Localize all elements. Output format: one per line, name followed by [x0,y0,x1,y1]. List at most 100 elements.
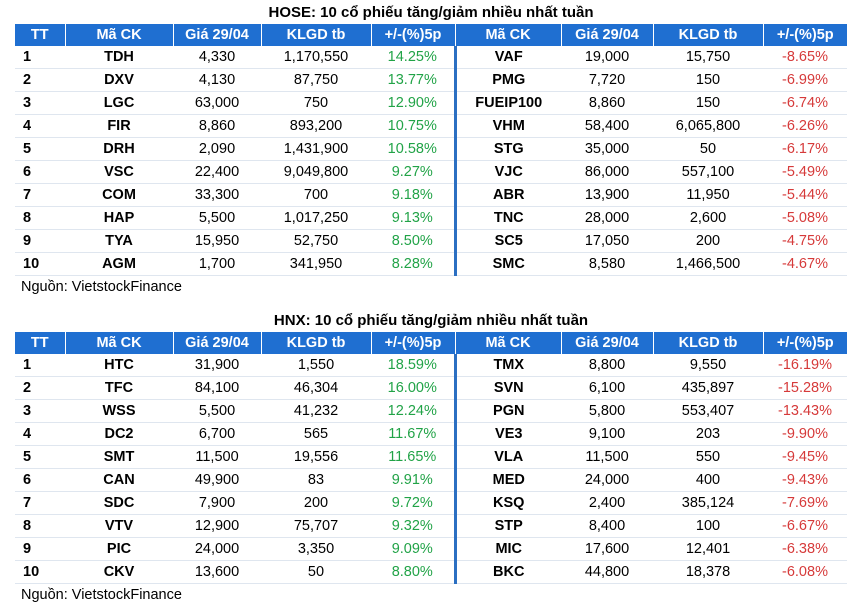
volume-down-cell: 557,100 [653,160,763,184]
hose-header-row: TT Mã CK Giá 29/04 KLGD tb +/-(%)5p Mã C… [15,24,847,46]
table-row: 7 COM 33,300 700 9.18% ABR 13,900 11,950 -5.44% [15,183,847,207]
change-down-cell: -7.69% [763,491,847,515]
volume-up-cell: 200 [261,491,371,515]
volume-up-cell: 50 [261,560,371,584]
volume-up-cell: 75,707 [261,514,371,538]
volume-up-cell: 565 [261,422,371,446]
symbol-down-cell: SVN [455,376,561,400]
col-header-tt: TT [15,332,66,354]
price-up-cell: 4,330 [173,46,261,69]
symbol-down-cell: TMX [455,354,561,377]
volume-down-cell: 1,466,500 [653,252,763,276]
rank-cell: 9 [15,229,65,253]
volume-up-cell: 341,950 [261,252,371,276]
change-up-cell: 9.72% [371,491,457,515]
symbol-down-cell: VJC [455,160,561,184]
price-down-cell: 8,580 [561,252,653,276]
price-up-cell: 84,100 [173,376,261,400]
col-header-change-up: +/-(%)5p [371,24,456,46]
price-down-cell: 5,800 [561,399,653,423]
change-down-cell: -6.08% [763,560,847,584]
change-up-cell: 16.00% [371,376,457,400]
table-row: 2 TFC 84,100 46,304 16.00% SVN 6,100 435,897 -15… [15,376,847,400]
change-down-cell: -6.38% [763,537,847,561]
volume-down-cell: 150 [653,68,763,92]
rank-cell: 6 [15,160,65,184]
table-row: 10 CKV 13,600 50 8.80% BKC 44,800 18,378 -6.08% [15,560,847,584]
volume-up-cell: 41,232 [261,399,371,423]
price-down-cell: 24,000 [561,468,653,492]
table-row: 3 WSS 5,500 41,232 12.24% PGN 5,800 553,407 -13.… [15,399,847,423]
price-down-cell: 19,000 [561,46,653,69]
table-row: 6 CAN 49,900 83 9.91% MED 24,000 400 -9.43% [15,468,847,492]
hnx-header-row: TT Mã CK Giá 29/04 KLGD tb +/-(%)5p Mã C… [15,332,847,354]
table-row: 2 DXV 4,130 87,750 13.77% PMG 7,720 150 -6.99% [15,68,847,92]
col-header-change-down: +/-(%)5p [763,24,847,46]
volume-down-cell: 18,378 [653,560,763,584]
table-row: 1 TDH 4,330 1,170,550 14.25% VAF 19,000 15,750-… [15,46,847,69]
rank-cell: 1 [15,46,65,69]
price-up-cell: 22,400 [173,160,261,184]
price-up-cell: 33,300 [173,183,261,207]
col-header-tt: TT [15,24,66,46]
volume-up-cell: 9,049,800 [261,160,371,184]
symbol-up-cell: TFC [65,376,173,400]
symbol-down-cell: PGN [455,399,561,423]
change-down-cell: -6.17% [763,137,847,161]
col-header-symbol-down: Mã CK [455,332,562,354]
change-up-cell: 8.28% [371,252,457,276]
volume-up-cell: 1,550 [261,354,371,377]
hose-table: TT Mã CK Giá 29/04 KLGD tb +/-(%)5p Mã C… [15,24,847,276]
table-row: 7 SDC 7,900 200 9.72% KSQ 2,400 385,124 -7.69% [15,491,847,515]
change-down-cell: -6.74% [763,91,847,115]
col-header-volume-up: KLGD tb [261,332,372,354]
table-row: 5 DRH 2,090 1,431,900 10.58% STG 35,000 50 -6.17… [15,137,847,161]
col-header-symbol-down: Mã CK [455,24,562,46]
volume-down-cell: 400 [653,468,763,492]
volume-up-cell: 1,017,250 [261,206,371,230]
hnx-source-note: Nguồn: VietstockFinance [21,587,182,603]
volume-up-cell: 19,556 [261,445,371,469]
price-down-cell: 9,100 [561,422,653,446]
hnx-title: HNX: 10 cổ phiếu tăng/giảm nhiều nhất tu… [273,312,589,329]
rank-cell: 4 [15,114,65,138]
rank-cell: 8 [15,514,65,538]
price-down-cell: 17,050 [561,229,653,253]
table-row: 10 AGM 1,700 341,950 8.28% SMC 8,580 1,466,500-… [15,252,847,276]
price-up-cell: 7,900 [173,491,261,515]
rank-cell: 10 [15,560,65,584]
symbol-down-cell: VE3 [455,422,561,446]
price-down-cell: 13,900 [561,183,653,207]
symbol-down-cell: VHM [455,114,561,138]
symbol-down-cell: MIC [455,537,561,561]
price-down-cell: 86,000 [561,160,653,184]
symbol-down-cell: BKC [455,560,561,584]
col-header-price-down: Giá 29/04 [561,24,654,46]
price-down-cell: 8,400 [561,514,653,538]
price-up-cell: 13,600 [173,560,261,584]
change-down-cell: -16.19% [763,354,847,377]
rank-cell: 3 [15,91,65,115]
hose-source-note: Nguồn: VietstockFinance [21,279,182,295]
symbol-up-cell: TDH [65,46,173,69]
rank-cell: 9 [15,537,65,561]
symbol-down-cell: VAF [455,46,561,69]
col-header-change-up: +/-(%)5p [371,332,456,354]
price-up-cell: 12,900 [173,514,261,538]
symbol-up-cell: TYA [65,229,173,253]
hnx-table-body: 1 HTC 31,900 1,550 18.59% TMX 8,800 9,550 -16.19… [15,354,847,584]
hnx-table: TT Mã CK Giá 29/04 KLGD tb +/-(%)5p Mã C… [15,332,847,584]
rank-cell: 3 [15,399,65,423]
change-up-cell: 11.65% [371,445,457,469]
symbol-up-cell: PIC [65,537,173,561]
change-up-cell: 10.75% [371,114,457,138]
change-down-cell: -8.65% [763,46,847,69]
price-down-cell: 11,500 [561,445,653,469]
symbol-down-cell: STG [455,137,561,161]
change-up-cell: 9.27% [371,160,457,184]
price-down-cell: 35,000 [561,137,653,161]
change-down-cell: -9.90% [763,422,847,446]
change-down-cell: -9.43% [763,468,847,492]
table-row: 5 SMT 11,500 19,556 11.65% VLA 11,500 550 -9.45% [15,445,847,469]
col-header-volume-down: KLGD tb [653,332,764,354]
